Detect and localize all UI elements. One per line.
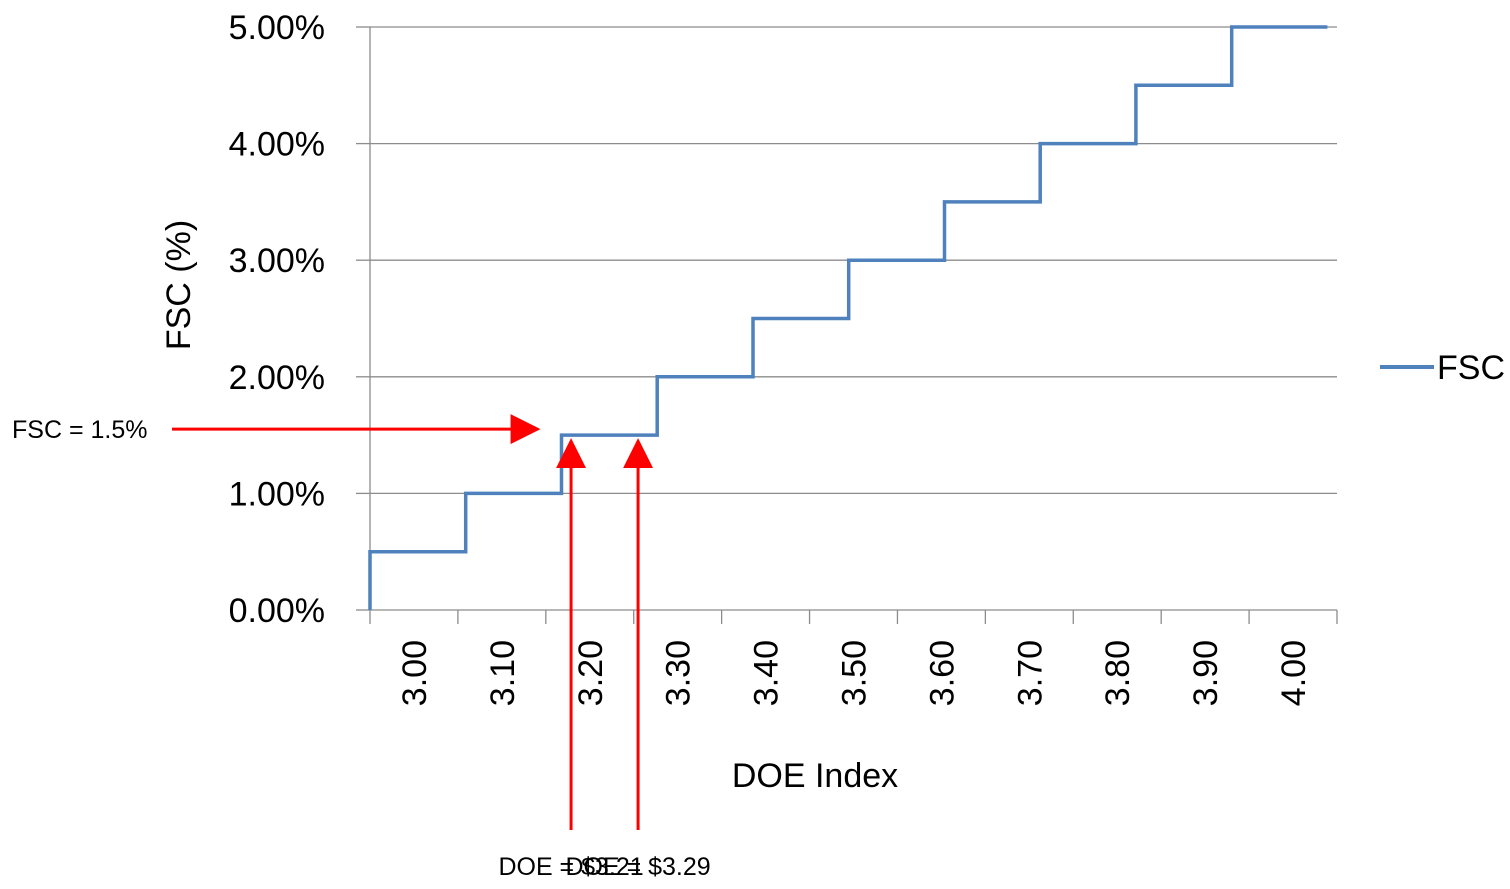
- y-tick-label: 2.00%: [229, 359, 325, 397]
- y-tick-label: 4.00%: [229, 126, 325, 164]
- x-tick-label: 4.00: [1275, 640, 1313, 706]
- annotation-label-doe-1: DOE = $3.21: [498, 853, 643, 881]
- x-tick-labels: 3.00 3.10 3.20 3.30 3.40 3.50 3.60 3.70 3.80 3.90…: [396, 640, 1313, 706]
- x-tick-label: 3.60: [923, 640, 961, 706]
- series-layer: [368, 25, 1328, 610]
- x-tick-label: 3.90: [1187, 640, 1225, 706]
- legend: FSC: [1380, 349, 1505, 387]
- x-axis-title: DOE Index: [732, 757, 898, 795]
- x-tick-label: 3.70: [1011, 640, 1049, 706]
- annotation-label-doe-2: DOE = $3.29: [565, 853, 710, 881]
- x-tick-label: 3.20: [572, 640, 610, 706]
- x-tick-label: 3.00: [396, 640, 434, 706]
- x-tick-label: 3.10: [484, 640, 522, 706]
- y-axis-title: FSC (%): [160, 220, 198, 350]
- y-tick-label: 1.00%: [229, 475, 325, 513]
- x-tick-label: 3.30: [660, 640, 698, 706]
- series-line-fsc: [368, 25, 1328, 610]
- y-tick-labels: 0.00% 1.00% 2.00% 3.00% 4.00% 5.00%: [229, 9, 325, 630]
- x-tick-label: 3.40: [748, 640, 786, 706]
- y-tick-label: 0.00%: [229, 592, 325, 630]
- x-tick-label: 3.80: [1099, 640, 1137, 706]
- x-tick-label: 3.50: [836, 640, 874, 706]
- annotation-label-fsc: FSC = 1.5%: [12, 416, 147, 444]
- axes: [356, 26, 1338, 624]
- y-tick-label: 3.00%: [229, 242, 325, 280]
- legend-label-fsc: FSC: [1437, 349, 1505, 387]
- y-tick-label: 5.00%: [229, 9, 325, 47]
